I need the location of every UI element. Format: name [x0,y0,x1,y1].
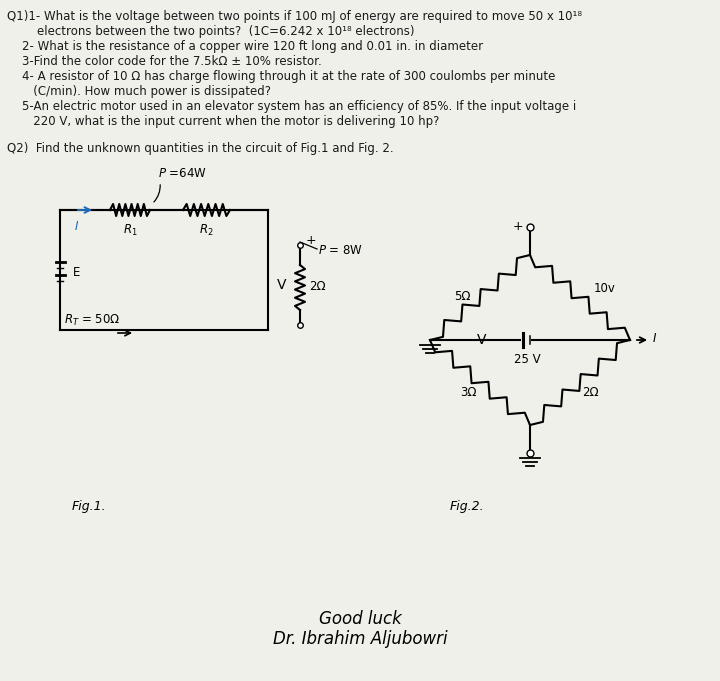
Text: +: + [513,221,523,234]
Text: $R_2$: $R_2$ [199,223,213,238]
Text: (C/min). How much power is dissipated?: (C/min). How much power is dissipated? [7,85,271,98]
Text: 5Ω: 5Ω [454,291,470,304]
Text: Q2)  Find the unknown quantities in the circuit of Fig.1 and Fig. 2.: Q2) Find the unknown quantities in the c… [7,142,394,155]
Text: Dr. Ibrahim Aljubowri: Dr. Ibrahim Aljubowri [273,630,447,648]
Text: Fig.1.: Fig.1. [72,500,107,513]
Text: V: V [477,333,487,347]
Text: Q1)1- What is the voltage between two points if 100 mJ of energy are required to: Q1)1- What is the voltage between two po… [7,10,582,23]
Text: Fig.2.: Fig.2. [450,500,485,513]
Text: +: + [306,234,317,247]
Text: V: V [277,278,287,292]
Text: $R_1$: $R_1$ [122,223,138,238]
Text: Good luck: Good luck [319,610,401,628]
Text: 4- A resistor of 10 Ω has charge flowing through it at the rate of 300 coulombs : 4- A resistor of 10 Ω has charge flowing… [7,70,555,83]
Text: $I$: $I$ [74,220,80,233]
Text: $R_T$ = 50Ω: $R_T$ = 50Ω [64,313,120,328]
Text: 5-An electric motor used in an elevator system has an efficiency of 85%. If the : 5-An electric motor used in an elevator … [7,100,576,113]
Text: 2Ω: 2Ω [582,385,598,398]
Text: 25 V: 25 V [513,353,540,366]
Text: $I$: $I$ [652,332,657,345]
Text: $P$ = 8W: $P$ = 8W [318,244,363,257]
Text: 220 V, what is the input current when the motor is delivering 10 hp?: 220 V, what is the input current when th… [7,115,439,128]
Text: 3-Find the color code for the 7.5kΩ ± 10% resistor.: 3-Find the color code for the 7.5kΩ ± 10… [7,55,322,68]
Text: 3Ω: 3Ω [460,385,476,398]
Text: $P$ =64W: $P$ =64W [158,167,207,180]
Text: 10v: 10v [594,283,616,296]
Text: electrons between the two points?  (1C=6.242 x 10¹⁸ electrons): electrons between the two points? (1C=6.… [7,25,415,38]
Text: 2Ω: 2Ω [309,281,325,294]
Text: 2- What is the resistance of a copper wire 120 ft long and 0.01 in. in diameter: 2- What is the resistance of a copper wi… [7,40,483,53]
Text: E: E [73,266,81,279]
